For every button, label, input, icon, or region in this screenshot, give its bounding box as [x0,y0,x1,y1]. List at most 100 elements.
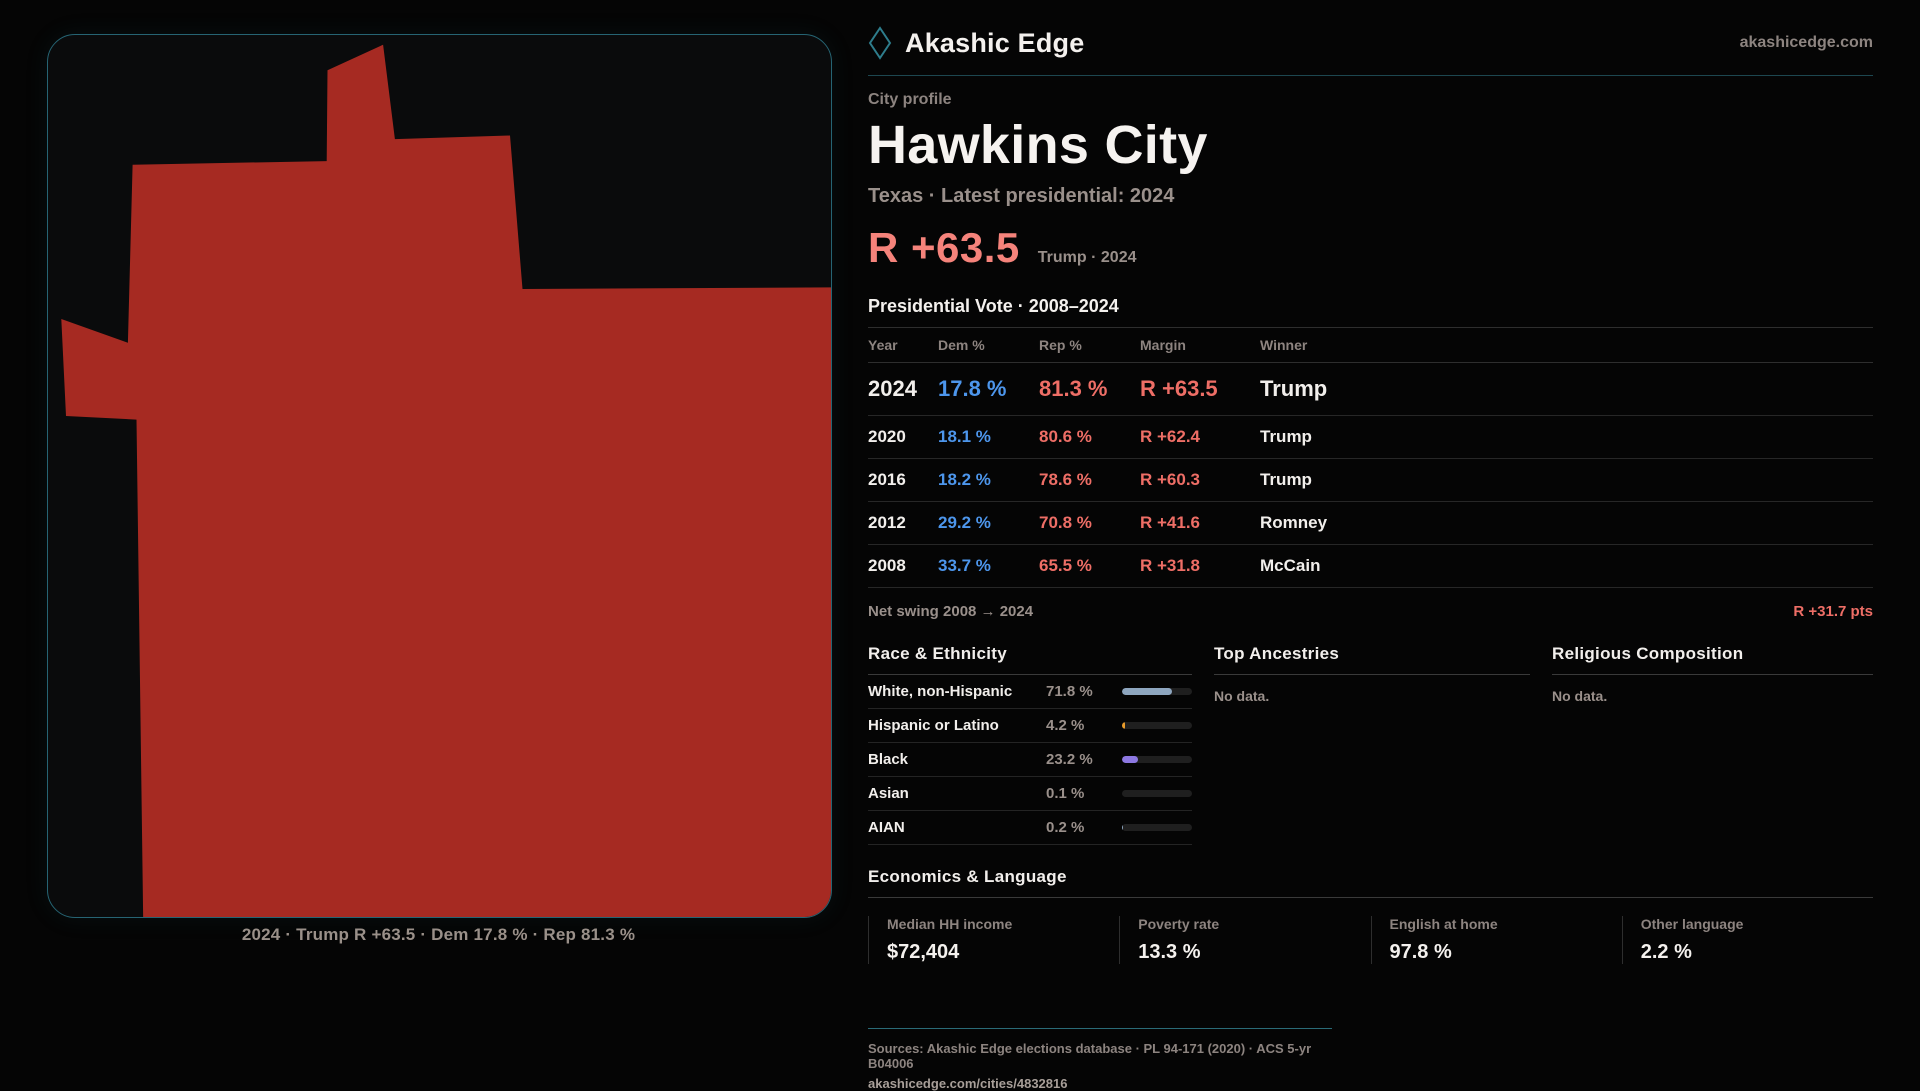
vote-dem-pct: 17.8 % [938,376,1039,402]
net-swing-label: Net swing 2008 → 2024 [868,603,1033,620]
vote-dem-pct: 33.7 % [938,556,1039,576]
race-label: AIAN [868,819,1046,836]
stat-label: Median HH income [887,916,1119,932]
race-bar-fill [1122,688,1172,695]
vote-winner: Trump [1260,470,1873,490]
map-panel [47,34,832,918]
stat-label: Poverty rate [1138,916,1370,932]
race-bar-fill [1122,756,1138,763]
app-header: Akashic Edge akashicedge.com [868,26,1873,76]
race-bar [1122,824,1192,831]
vote-winner: McCain [1260,556,1873,576]
stat-label: Other language [1641,916,1873,932]
vote-margin: R +63.5 [1140,376,1260,402]
vote-margin: R +31.8 [1140,556,1260,576]
religion-section: Religious Composition No data. [1552,644,1873,845]
headline-margin-row: R +63.5 Trump · 2024 [868,224,1873,272]
sources-text: Sources: Akashic Edge elections database… [868,1041,1332,1071]
stat-box: English at home 97.8 % [1371,916,1622,964]
race-bar-fill [1122,722,1125,729]
race-label: Asian [868,785,1046,802]
vote-dem-pct: 18.2 % [938,470,1039,490]
map-caption: 2024 · Trump R +63.5 · Dem 17.8 % · Rep … [47,925,830,945]
vote-margin: R +62.4 [1140,427,1260,447]
profile-pane: Akashic Edge akashicedge.com City profil… [868,26,1873,1091]
race-value: 4.2 % [1046,717,1122,734]
vote-year: 2020 [868,427,938,447]
race-title: Race & Ethnicity [868,644,1192,675]
race-label: Black [868,751,1046,768]
vote-col-header-2: Rep % [1039,337,1140,353]
vote-rep-pct: 70.8 % [1039,513,1140,533]
brand-name: Akashic Edge [905,28,1084,59]
city-shape[interactable] [61,45,831,917]
religion-title: Religious Composition [1552,644,1873,675]
stat-value: 2.2 % [1641,941,1873,964]
vote-rep-pct: 78.6 % [1039,470,1140,490]
vote-col-header-1: Dem % [938,337,1039,353]
page-eyebrow: City profile [868,91,1873,109]
race-value: 23.2 % [1046,751,1122,768]
stat-label: English at home [1390,916,1622,932]
vote-col-header-0: Year [868,337,938,353]
vote-dem-pct: 29.2 % [938,513,1039,533]
vote-year: 2012 [868,513,938,533]
headline-margin: R +63.5 [868,224,1020,272]
race-value: 71.8 % [1046,683,1122,700]
stat-value: $72,404 [887,941,1119,964]
page-footer: Sources: Akashic Edge elections database… [868,1028,1332,1091]
ancestries-empty: No data. [1214,688,1530,704]
race-bar [1122,688,1192,695]
race-label: Hispanic or Latino [868,717,1046,734]
vote-col-header-4: Winner [1260,337,1873,353]
brand-diamond-icon [868,26,892,60]
race-label: White, non-Hispanic [868,683,1046,700]
vote-rep-pct: 80.6 % [1039,427,1140,447]
vote-winner: Trump [1260,376,1873,402]
net-swing-row: Net swing 2008 → 2024 R +31.7 pts [868,588,1873,620]
stat-box: Median HH income $72,404 [868,916,1119,964]
ancestries-section: Top Ancestries No data. [1214,644,1530,845]
vote-rep-pct: 81.3 % [1039,376,1140,402]
vote-margin: R +60.3 [1140,470,1260,490]
economics-section: Economics & Language Median HH income$72… [868,867,1873,964]
brand-site-link[interactable]: akashicedge.com [1740,34,1873,52]
vote-dem-pct: 18.1 % [938,427,1039,447]
race-bar [1122,722,1192,729]
vote-rep-pct: 65.5 % [1039,556,1140,576]
net-swing-value: R +31.7 pts [1793,603,1873,620]
stat-value: 97.8 % [1390,941,1622,964]
vote-col-header-3: Margin [1140,337,1260,353]
city-map[interactable] [48,35,831,917]
race-value: 0.2 % [1046,819,1122,836]
vote-table-title: Presidential Vote · 2008–2024 [868,296,1873,317]
race-bar [1122,756,1192,763]
vote-winner: Trump [1260,427,1873,447]
race-bar [1122,790,1192,797]
headline-context: Trump · 2024 [1038,249,1137,267]
vote-year: 2024 [868,376,938,402]
vote-margin: R +41.6 [1140,513,1260,533]
stat-box: Other language 2.2 % [1622,916,1873,964]
city-title: Hawkins City [868,117,1873,173]
vote-year: 2008 [868,556,938,576]
city-subtitle: Texas · Latest presidential: 2024 [868,185,1873,208]
religion-empty: No data. [1552,688,1873,704]
permalink[interactable]: akashicedge.com/cities/4832816 [868,1076,1332,1091]
